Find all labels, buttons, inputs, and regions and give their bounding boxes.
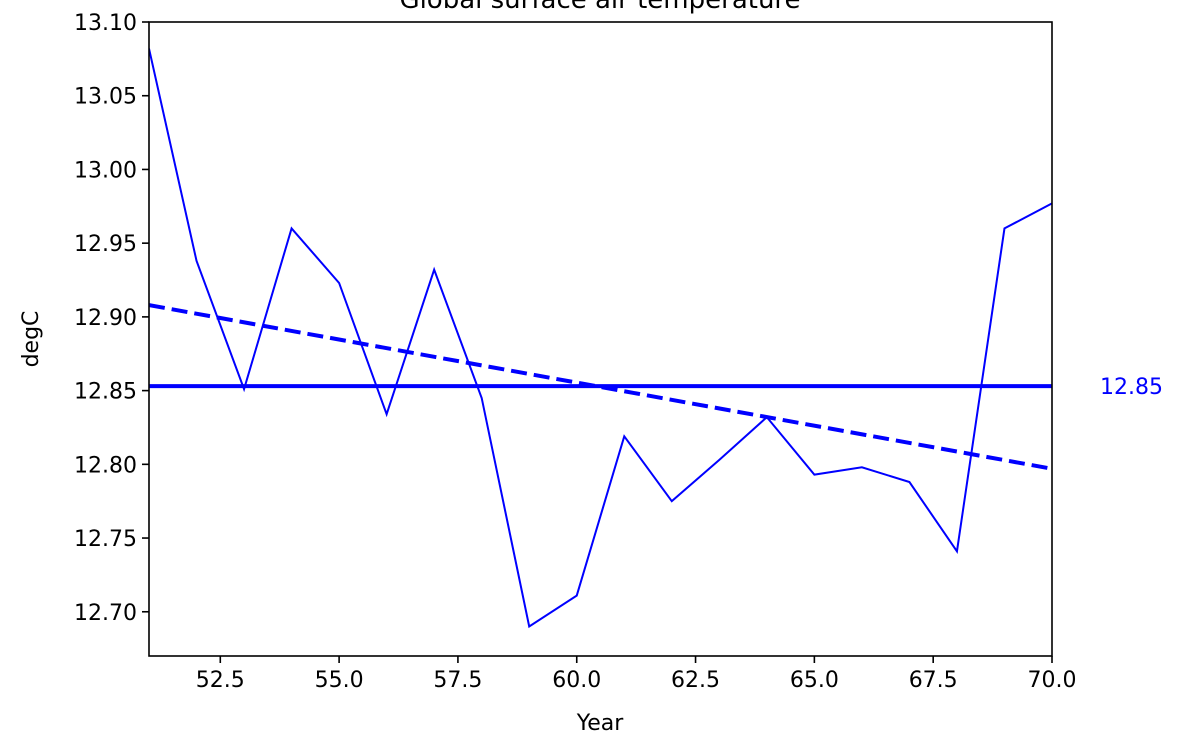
plot-area [148, 21, 1053, 657]
y-tick-label: 12.75 [74, 527, 137, 552]
y-tick-label: 12.85 [74, 380, 137, 405]
x-tick-label: 52.5 [196, 668, 245, 693]
x-tick-label: 60.0 [552, 668, 601, 693]
chart-title: Global surface air temperature [399, 0, 800, 15]
y-axis: 12.70 12.75 12.80 12.85 12.90 12.95 13.00 13.05… [74, 11, 149, 626]
y-axis-title: degC [19, 311, 44, 368]
y-tick-label: 13.00 [74, 158, 137, 183]
x-tick-label: 55.0 [315, 668, 364, 693]
y-tick-label: 13.05 [74, 85, 137, 110]
x-tick-label: 67.5 [909, 668, 958, 693]
x-tick-label: 62.5 [671, 668, 720, 693]
x-tick-label: 70.0 [1028, 668, 1077, 693]
y-tick-label: 12.90 [74, 306, 137, 331]
y-tick-label: 12.95 [74, 232, 137, 257]
y-tick-label: 12.80 [74, 453, 137, 478]
x-tick-label: 65.0 [790, 668, 839, 693]
y-tick-label: 13.10 [74, 11, 137, 36]
trend-line [149, 303, 1052, 471]
y-tick-label: 12.70 [74, 601, 137, 626]
x-axis: 52.5 55.0 57.5 60.0 62.5 65.0 67.5 70.0 [196, 656, 1077, 693]
x-axis-title: Year [576, 711, 625, 736]
series-group [149, 48, 1052, 629]
temperature-series-line [149, 48, 1052, 629]
mean-value-label: 12.85 [1100, 375, 1163, 400]
plot-frame [148, 21, 1053, 657]
x-tick-label: 57.5 [433, 668, 482, 693]
